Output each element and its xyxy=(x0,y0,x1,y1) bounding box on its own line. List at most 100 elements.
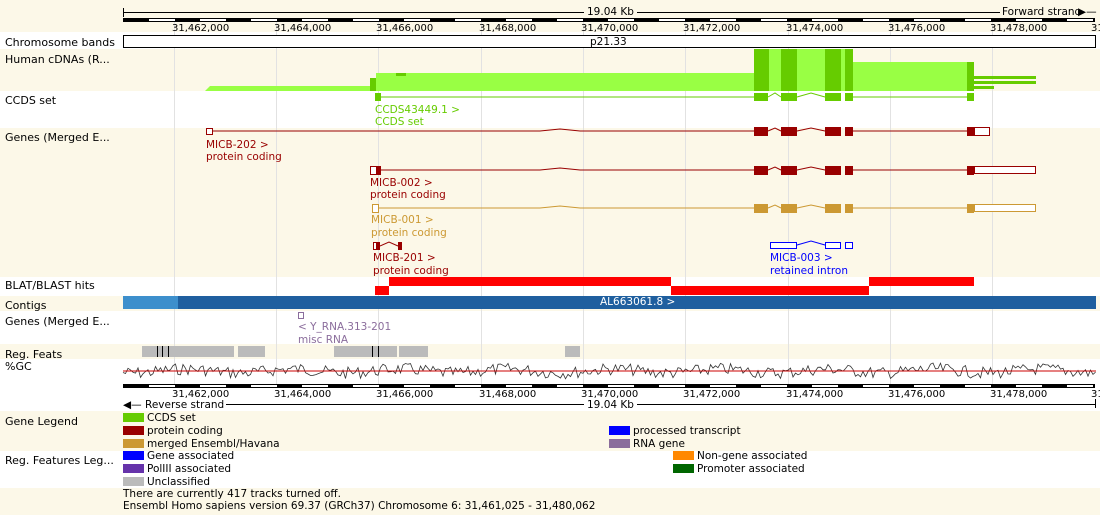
track-label-human-cdnas[interactable]: Human cDNAs (R... xyxy=(5,53,110,66)
legend-swatch-gene-assoc xyxy=(123,451,144,460)
top-size-label: 19.04 Kb xyxy=(584,6,637,18)
gene-legend-title: Gene Legend xyxy=(5,415,78,428)
grid-line xyxy=(685,18,686,384)
reg-feature[interactable] xyxy=(238,346,265,357)
legend-label: merged Ensembl/Havana xyxy=(147,438,280,450)
blat-hit[interactable] xyxy=(375,286,389,295)
reg-feature-mark xyxy=(372,346,373,357)
reg-feature[interactable] xyxy=(399,346,428,357)
gene-legend-row xyxy=(0,411,1100,451)
coordinate-label: 31,470,000 xyxy=(581,23,639,34)
reg-feature-mark xyxy=(378,346,379,357)
legend-swatch-protein-coding xyxy=(123,426,144,435)
legend-label: processed transcript xyxy=(633,425,741,437)
legend-label: CCDS set xyxy=(147,412,196,424)
ccds-type: CCDS set xyxy=(375,116,424,128)
legend-swatch-merged xyxy=(123,439,144,448)
version-info: Ensembl Homo sapiens version 69.37 (GRCh… xyxy=(123,500,596,512)
legend-swatch-rna xyxy=(609,439,630,448)
reg-feature[interactable] xyxy=(565,346,580,357)
legend-label: Non-gene associated xyxy=(697,450,808,462)
chromosome-band[interactable] xyxy=(123,35,1096,48)
scale-band xyxy=(0,0,1100,32)
legend-label: Gene associated xyxy=(147,450,235,462)
gene-name-micb-003[interactable]: MICB-003 > xyxy=(770,252,833,264)
cdna-exon xyxy=(781,49,797,91)
blat-hit[interactable] xyxy=(671,286,869,295)
blat-hit[interactable] xyxy=(389,277,671,286)
track-label-contigs[interactable]: Contigs xyxy=(5,299,47,312)
gene-biotype: protein coding xyxy=(370,189,446,201)
cdna-feature xyxy=(797,49,825,91)
transcript-micb-202 xyxy=(206,127,990,136)
coordinate-label: 31,464,000 xyxy=(274,389,332,400)
legend-swatch-processed xyxy=(609,426,630,435)
transcript-micb-201 xyxy=(373,241,402,250)
gene-name-micb-201[interactable]: MICB-201 > xyxy=(373,252,436,264)
bottom-ruler xyxy=(123,384,1095,388)
forward-arrow-icon: ▶— xyxy=(1078,6,1097,18)
cdna-exon xyxy=(967,62,974,91)
gene-biotype: protein coding xyxy=(206,151,282,163)
cdna-exon xyxy=(825,49,841,91)
coordinate-label: 31,472,000 xyxy=(683,389,741,400)
reg-feature[interactable] xyxy=(142,346,234,357)
footer-row xyxy=(0,488,1100,515)
cdna-feature xyxy=(853,62,967,91)
ccds-name[interactable]: CCDS43449.1 > xyxy=(375,104,460,116)
legend-swatch-ccds xyxy=(123,413,144,422)
rna-gene-name[interactable]: < Y_RNA.313-201 xyxy=(298,321,392,333)
contig-segment[interactable] xyxy=(123,296,178,309)
contig-name[interactable]: AL663061.8 > xyxy=(600,296,676,308)
cdna-feature xyxy=(974,76,1036,79)
track-label-blat[interactable]: BLAT/BLAST hits xyxy=(5,279,95,292)
scale-end-tick xyxy=(1095,399,1096,408)
band-name: p21.33 xyxy=(590,36,627,48)
track-label-genes-merged-2[interactable]: Genes (Merged E... xyxy=(5,315,110,328)
grid-line xyxy=(378,18,379,384)
transcript-micb-001 xyxy=(372,204,1036,213)
grid-line xyxy=(583,18,584,384)
grid-line xyxy=(481,18,482,384)
coordinate-label: 31,468,000 xyxy=(479,23,537,34)
track-label-ccds-set[interactable]: CCDS set xyxy=(5,94,57,107)
coordinate-label: 31,466,000 xyxy=(376,389,434,400)
reg-feature-mark xyxy=(162,346,163,357)
coordinate-label: 31,466,000 xyxy=(376,23,434,34)
coordinate-label: 31,470,000 xyxy=(581,389,639,400)
grid-line xyxy=(174,18,175,384)
gene-biotype: retained intron xyxy=(770,265,848,277)
blat-hit[interactable] xyxy=(869,277,974,286)
cdna-exon xyxy=(754,49,769,91)
coordinate-label: 31,464,000 xyxy=(274,23,332,34)
cdna-feature xyxy=(974,86,994,89)
top-ruler xyxy=(123,18,1095,22)
coordinate-label: 31 xyxy=(1091,389,1100,400)
reg-feature[interactable] xyxy=(334,346,397,357)
transcript-micb-003 xyxy=(770,240,853,249)
track-label-genes-merged[interactable]: Genes (Merged E... xyxy=(5,131,110,144)
grid-line xyxy=(788,18,789,384)
gene-name-micb-002[interactable]: MICB-002 > xyxy=(370,177,433,189)
track-label-gc[interactable]: %GC xyxy=(5,360,32,373)
genes-row xyxy=(0,128,1100,277)
coordinate-label: 31,476,000 xyxy=(888,23,946,34)
rna-gene-feature[interactable] xyxy=(298,312,304,319)
track-label-chromosome-bands[interactable]: Chromosome bands xyxy=(5,36,115,49)
rna-gene-biotype: misc RNA xyxy=(298,334,349,346)
gene-name-micb-202[interactable]: MICB-202 > xyxy=(206,139,269,151)
top-strand-label: Forward strand xyxy=(1000,6,1084,18)
gene-biotype: protein coding xyxy=(373,265,449,277)
cdna-feature xyxy=(841,49,845,91)
gene-name-micb-001[interactable]: MICB-001 > xyxy=(371,214,434,226)
track-label-reg-feats[interactable]: Reg. Feats xyxy=(5,348,63,361)
grid-line xyxy=(276,18,277,384)
contig-segment[interactable] xyxy=(178,296,1096,309)
gene-biotype: protein coding xyxy=(371,227,447,239)
scale-end-tick xyxy=(123,8,124,17)
